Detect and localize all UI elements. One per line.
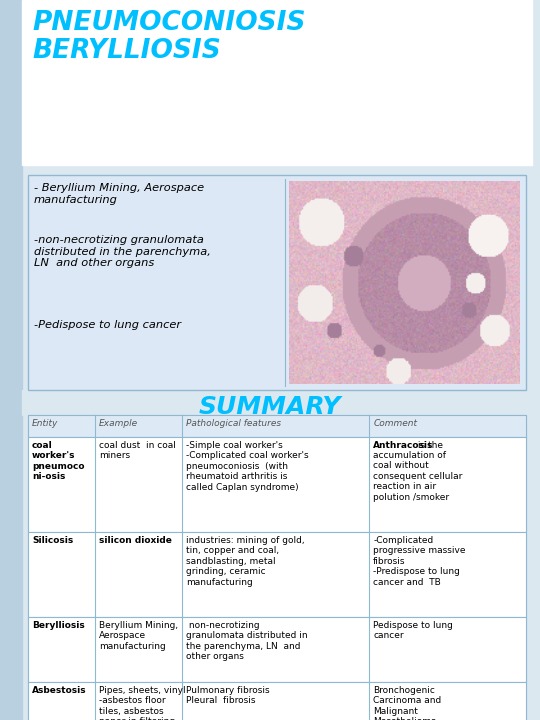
Text: industries: mining of gold,
tin, copper and coal,
sandblasting, metal
grinding, : industries: mining of gold, tin, copper … xyxy=(186,536,305,587)
Text: Asbestosis: Asbestosis xyxy=(32,686,86,695)
Bar xyxy=(28,532,526,617)
Text: - Beryllium Mining, Aerospace
manufacturing: - Beryllium Mining, Aerospace manufactur… xyxy=(34,183,204,204)
Text: SUMMARY: SUMMARY xyxy=(199,395,341,419)
Text: Entity: Entity xyxy=(32,419,58,428)
Bar xyxy=(28,415,526,720)
Text: Pipes, sheets, vinyl
-asbestos floor
tiles, asbestos
paper in filtering
and insu: Pipes, sheets, vinyl -asbestos floor til… xyxy=(99,686,186,720)
Text: Bronchogenic
Carcinoma and
Malignant
Mesothelioma: Bronchogenic Carcinoma and Malignant Mes… xyxy=(373,686,441,720)
Bar xyxy=(22,390,532,415)
Text: Anthracosis: Anthracosis xyxy=(373,441,434,450)
Text: Example: Example xyxy=(99,419,138,428)
Text: Berylliosis: Berylliosis xyxy=(32,621,85,630)
Bar xyxy=(28,415,526,437)
Bar xyxy=(28,437,526,532)
Text: accumulation of
coal without
consequent cellular
reaction in air
polution /smoke: accumulation of coal without consequent … xyxy=(373,451,462,502)
Text: Silicosis: Silicosis xyxy=(32,536,73,545)
Bar xyxy=(0,0,22,720)
Text: Pathological features: Pathological features xyxy=(186,419,281,428)
Text: Pulmonary fibrosis
Pleural  fibrosis: Pulmonary fibrosis Pleural fibrosis xyxy=(186,686,270,706)
Bar xyxy=(28,617,526,682)
Text: is the: is the xyxy=(415,441,443,450)
Text: Pedispose to lung
cancer: Pedispose to lung cancer xyxy=(373,621,453,640)
Text: -non-necrotizing granulomata
distributed in the parenchyma,
LN  and other organs: -non-necrotizing granulomata distributed… xyxy=(34,235,211,268)
Text: Comment: Comment xyxy=(373,419,417,428)
Text: silicon dioxide: silicon dioxide xyxy=(99,536,172,545)
Bar xyxy=(22,0,532,165)
Text: Beryllium Mining,
Aerospace
manufacturing: Beryllium Mining, Aerospace manufacturin… xyxy=(99,621,178,651)
Text: -Simple coal worker's
-Complicated coal worker's
pneumoconiosis  (with
rheumatoi: -Simple coal worker's -Complicated coal … xyxy=(186,441,309,492)
Bar xyxy=(28,175,526,390)
Text: -Pedispose to lung cancer: -Pedispose to lung cancer xyxy=(34,320,181,330)
Text: BERYLLIOSIS: BERYLLIOSIS xyxy=(32,38,221,64)
Text: coal dust  in coal
miners: coal dust in coal miners xyxy=(99,441,176,460)
Text: -Complicated
progressive massive
fibrosis
-Predispose to lung
cancer and  TB: -Complicated progressive massive fibrosi… xyxy=(373,536,465,587)
Text: coal
worker's
pneumoco
ni-osis: coal worker's pneumoco ni-osis xyxy=(32,441,84,481)
Bar xyxy=(28,682,526,720)
Text: non-necrotizing
granulomata distributed in
the parenchyma, LN  and
other organs: non-necrotizing granulomata distributed … xyxy=(186,621,308,661)
Text: PNEUMOCONIOSIS: PNEUMOCONIOSIS xyxy=(32,10,306,36)
